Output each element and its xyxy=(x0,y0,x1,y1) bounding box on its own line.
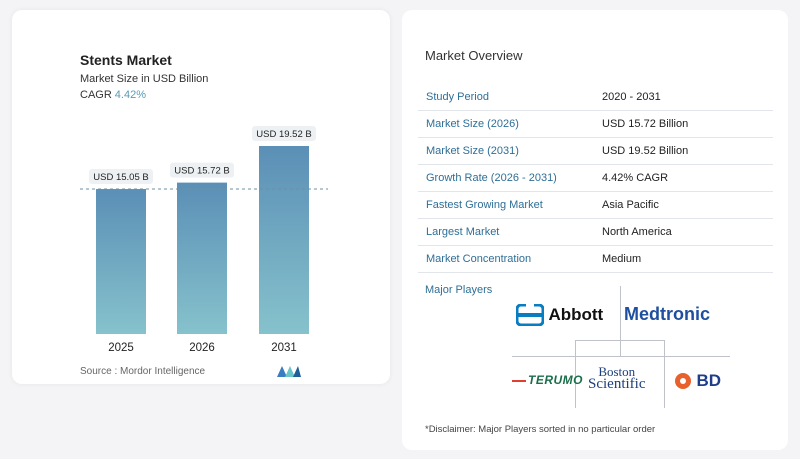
overview-value: Asia Pacific xyxy=(594,191,773,219)
terumo-logo: TERUMO xyxy=(512,373,583,387)
overview-value: North America xyxy=(594,218,773,246)
bd-logo: BD xyxy=(674,371,721,391)
players-divider xyxy=(575,340,576,408)
abbott-icon xyxy=(515,303,545,327)
chart-title: Stents Market xyxy=(80,52,172,68)
source-note: Source : Mordor Intelligence xyxy=(80,366,206,377)
overview-value: USD 19.52 Billion xyxy=(594,137,773,165)
boston-line2: Scientific xyxy=(588,376,646,392)
bd-name: BD xyxy=(696,371,722,390)
cagr-label: CAGR xyxy=(80,89,112,101)
overview-row: Largest Market North America xyxy=(418,218,773,246)
players-divider xyxy=(664,340,665,408)
overview-value: 2020 - 2031 xyxy=(594,84,773,111)
disclaimer: *Disclaimer: Major Players sorted in no … xyxy=(425,424,656,435)
abbott-logo: Abbott xyxy=(515,303,604,327)
overview-value: Medium xyxy=(594,245,773,273)
cagr-line: CAGR 4.42% xyxy=(80,89,146,101)
overview-row: Growth Rate (2026 - 2031) 4.42% CAGR xyxy=(418,164,773,192)
mordor-logo-icon xyxy=(277,366,301,377)
boston-line1: Boston xyxy=(598,364,636,379)
bd-sun-icon xyxy=(675,373,691,389)
overview-row: Market Size (2026) USD 15.72 Billion xyxy=(418,110,773,138)
overview-row: Market Concentration Medium xyxy=(418,245,773,273)
overview-table: Study Period 2020 - 2031 Market Size (2026… xyxy=(418,84,773,273)
chart-subtitle: Market Size in USD Billion xyxy=(80,73,209,85)
overview-title: Market Overview xyxy=(425,48,523,63)
overview-key: Study Period xyxy=(418,84,594,111)
players-divider xyxy=(512,356,730,357)
terumo-swoosh-icon xyxy=(512,379,526,382)
overview-row: Market Size (2031) USD 19.52 Billion xyxy=(418,137,773,165)
overview-value: 4.42% CAGR xyxy=(594,164,773,192)
overview-key: Market Size (2031) xyxy=(418,137,594,165)
players-divider xyxy=(620,286,621,356)
terumo-name: TERUMO xyxy=(528,373,583,387)
overview-value: USD 15.72 Billion xyxy=(594,110,773,138)
medtronic-logo: Medtronic xyxy=(624,304,711,324)
overview-key: Market Concentration xyxy=(418,245,594,273)
overview-key: Market Size (2026) xyxy=(418,110,594,138)
major-players-label: Major Players xyxy=(425,284,493,296)
overview-row: Fastest Growing Market Asia Pacific xyxy=(418,191,773,219)
overview-key: Growth Rate (2026 - 2031) xyxy=(418,164,594,192)
overview-row: Study Period 2020 - 2031 xyxy=(418,84,773,111)
chart-card xyxy=(12,10,390,384)
overview-key: Fastest Growing Market xyxy=(418,191,594,219)
overview-key: Largest Market xyxy=(418,218,594,246)
players-divider xyxy=(575,340,665,341)
abbott-name: Abbott xyxy=(548,305,604,324)
boston-scientific-logo: Boston Scientific xyxy=(588,364,646,392)
cagr-value: 4.42% xyxy=(114,89,146,101)
